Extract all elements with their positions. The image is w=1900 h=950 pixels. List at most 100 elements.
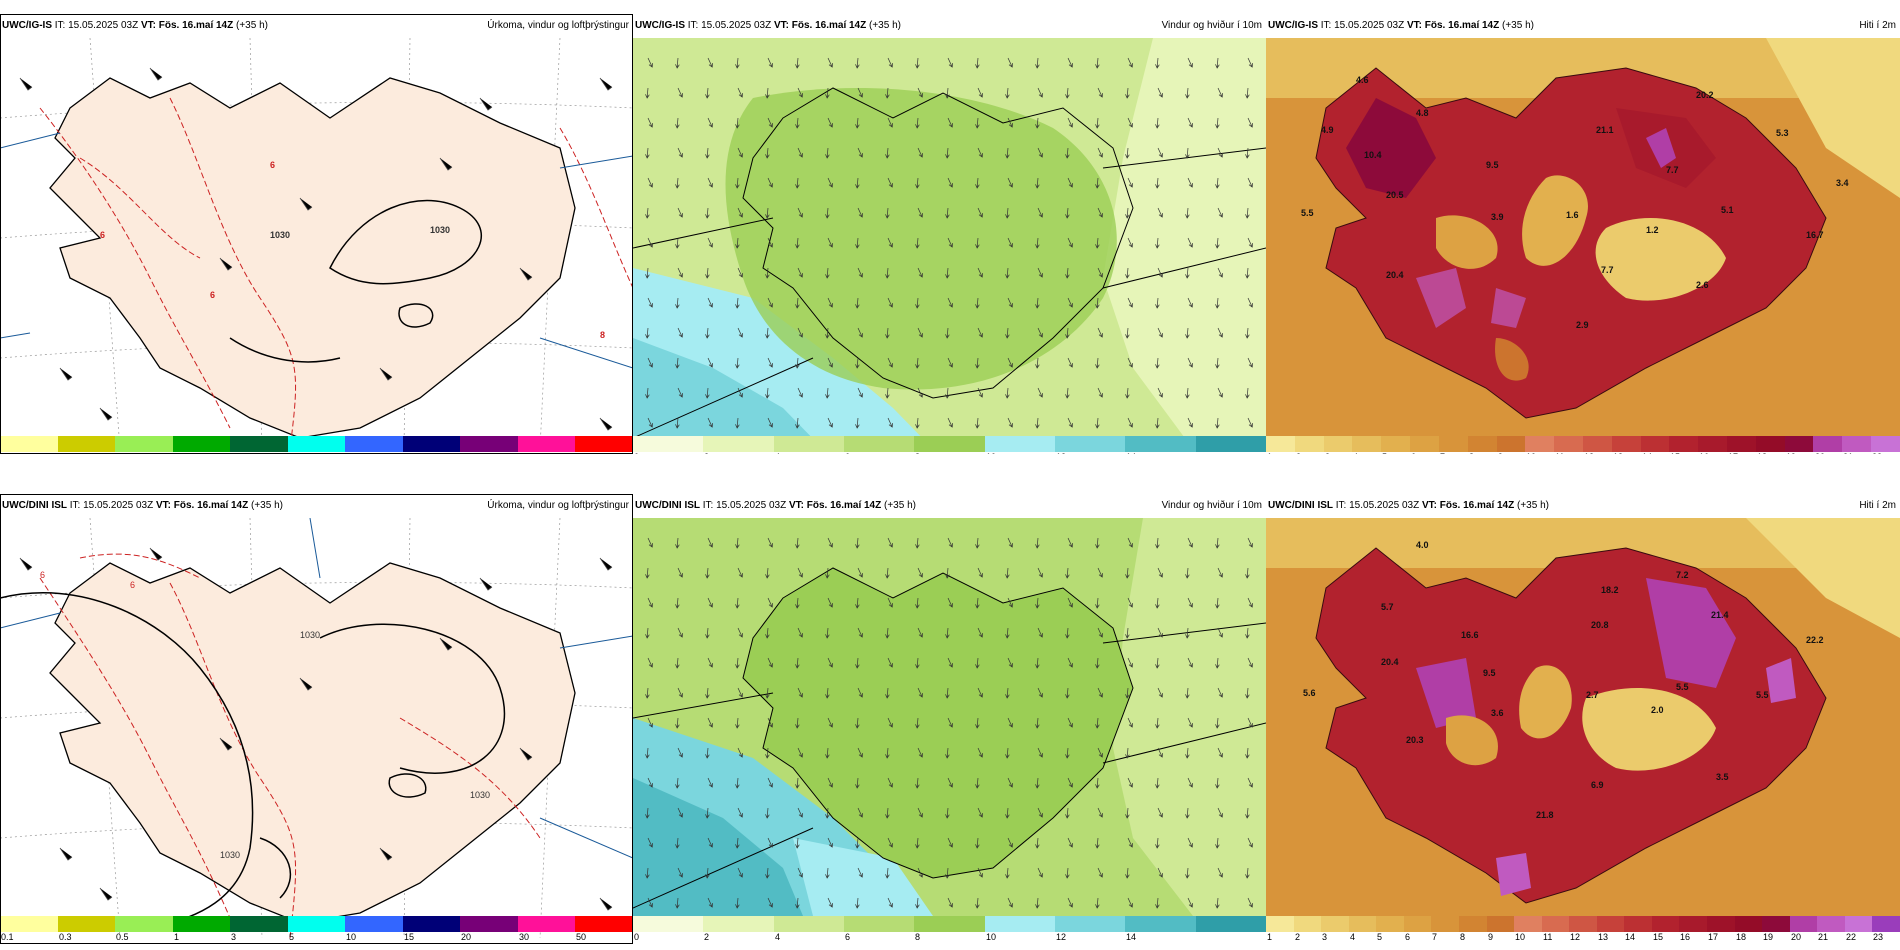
- wind-arrow: [675, 717, 680, 729]
- colorbar-tick-label: 22: [1846, 932, 1857, 942]
- wind-arrow: [1097, 627, 1103, 638]
- wind-arrow: [1067, 117, 1073, 128]
- wind-arrow: [765, 687, 770, 699]
- colorbar-swatch: [0, 916, 58, 932]
- wind-arrow: [827, 57, 833, 68]
- colorbar-swatch: [172, 916, 231, 932]
- wind-arrow: [675, 417, 680, 429]
- wind-arrow: [1217, 687, 1223, 698]
- wind-arrow: [765, 627, 770, 639]
- wind-arrow: [945, 627, 950, 639]
- wind-arrow: [1035, 597, 1040, 609]
- wind-arrow: [1125, 687, 1130, 699]
- wind-arrow: [975, 837, 980, 849]
- wind-arrow: [735, 297, 740, 309]
- wind-arrow: [825, 387, 830, 399]
- wind-arrow: [705, 567, 710, 579]
- wind-arrow: [1037, 747, 1043, 758]
- colorbar-swatch: [1698, 436, 1727, 452]
- wind-arrow: [1215, 117, 1220, 129]
- wind-arrow: [647, 897, 653, 908]
- wind-arrow: [827, 537, 833, 548]
- wind-arrow: [1247, 237, 1253, 248]
- wind-arrow: [855, 597, 860, 609]
- precip-colorbar-ticks: 0.1 0.3 0.5 1 3 5 10 15 20 30 50: [0, 452, 633, 454]
- colorbar-tick-label: 18: [1736, 932, 1747, 942]
- wind-arrow: [1245, 567, 1250, 579]
- wind-arrow: [915, 597, 920, 609]
- wind-arrow: [917, 207, 923, 218]
- wind-arrow: [707, 177, 713, 188]
- colorbar-tick-label: 8: [915, 932, 921, 942]
- colorbar-swatch: [773, 436, 844, 452]
- colorbar-tick-label: 2: [704, 932, 710, 942]
- wind-arrow: [1187, 657, 1193, 668]
- wind-arrow: [947, 117, 953, 128]
- wind-arrow: [1187, 237, 1193, 248]
- wind-arrow: [1127, 717, 1133, 728]
- wind-arrow: [1005, 807, 1010, 819]
- wind-arrow: [1247, 717, 1253, 728]
- wind-arrow: [917, 867, 923, 878]
- colorbar-tick-label: 10: [346, 452, 356, 454]
- colorbar-tick-label: 19: [1763, 932, 1774, 942]
- wind-arrow: [1095, 117, 1100, 129]
- wind-arrow: [797, 807, 803, 818]
- wind-arrow: [677, 327, 683, 338]
- contour-label: 1030: [270, 230, 290, 240]
- wind-arrow: [825, 687, 830, 699]
- wind-arrow: [885, 747, 890, 759]
- wind-arrow: [705, 687, 710, 699]
- colorbar-tick-label: 14: [1625, 932, 1636, 942]
- wind-arrow: [1185, 747, 1190, 759]
- wind-arrow: [1245, 747, 1250, 759]
- wind-arrow: [765, 147, 770, 159]
- colorbar-tick-label: 0.3: [59, 452, 72, 454]
- colorbar-tick-label: 17: [1708, 932, 1719, 942]
- wind-arrow: [645, 327, 650, 339]
- wind-arrow: [767, 537, 773, 548]
- valid-time: Fös. 16.maí 14Z: [806, 500, 882, 511]
- wind-arrow: [1247, 837, 1253, 848]
- wind-arrow: [1005, 747, 1010, 759]
- wind-arrow: [677, 267, 683, 278]
- colorbar-swatch: [1125, 916, 1196, 932]
- colorbar-swatch: [1813, 436, 1843, 452]
- colorbar-tick-label: 12: [1570, 932, 1581, 942]
- wind-arrow: [1007, 237, 1013, 248]
- wind-arrow: [857, 207, 863, 218]
- temperature-value-label: 16.6: [1461, 630, 1479, 640]
- colorbar-swatch: [1054, 436, 1126, 452]
- colorbar-swatch: [1266, 916, 1294, 932]
- wind-arrow: [915, 777, 920, 789]
- wind-arrow: [765, 807, 770, 819]
- wind-arrow: [1127, 297, 1133, 308]
- wind-arrow: [677, 147, 683, 158]
- wind-arrow: [707, 297, 713, 308]
- valid-time: Fös. 16.maí 14Z: [173, 500, 249, 511]
- wind-arrow: [737, 567, 743, 578]
- run-info: UWC/DINI ISL IT: 15.05.2025 03Z VT: Fös.…: [1268, 494, 1549, 518]
- wind-arrow: [1127, 897, 1133, 908]
- precip-map: 1030103066686: [0, 38, 633, 449]
- wind-arrow: [645, 207, 650, 219]
- wind-arrow: [1095, 57, 1100, 69]
- colorbar-tick-label: 20: [461, 452, 471, 454]
- colorbar-tick-label: 10: [986, 932, 997, 942]
- wind-arrow: [1035, 417, 1040, 429]
- lead-time: (+35 h): [1502, 20, 1534, 31]
- colorbar-tick-label: 3: [1325, 452, 1330, 454]
- wind-arrow: [945, 747, 950, 759]
- wind-arrow: [947, 417, 953, 428]
- precip-map-svg: 1030 1030 1030 6 6: [0, 518, 633, 938]
- colorbar-swatch: [1486, 916, 1515, 932]
- temperature-value-label: 5.1: [1721, 205, 1734, 215]
- wind-arrow: [945, 207, 950, 219]
- wind-arrow: [1125, 867, 1130, 879]
- wind-map: [633, 518, 1266, 916]
- wind-arrow: [767, 717, 773, 728]
- wind-arrow: [977, 807, 983, 818]
- wind-arrow: [1247, 357, 1253, 368]
- colorbar-tick-label: 1: [1267, 452, 1272, 454]
- wind-arrow: [1125, 567, 1130, 579]
